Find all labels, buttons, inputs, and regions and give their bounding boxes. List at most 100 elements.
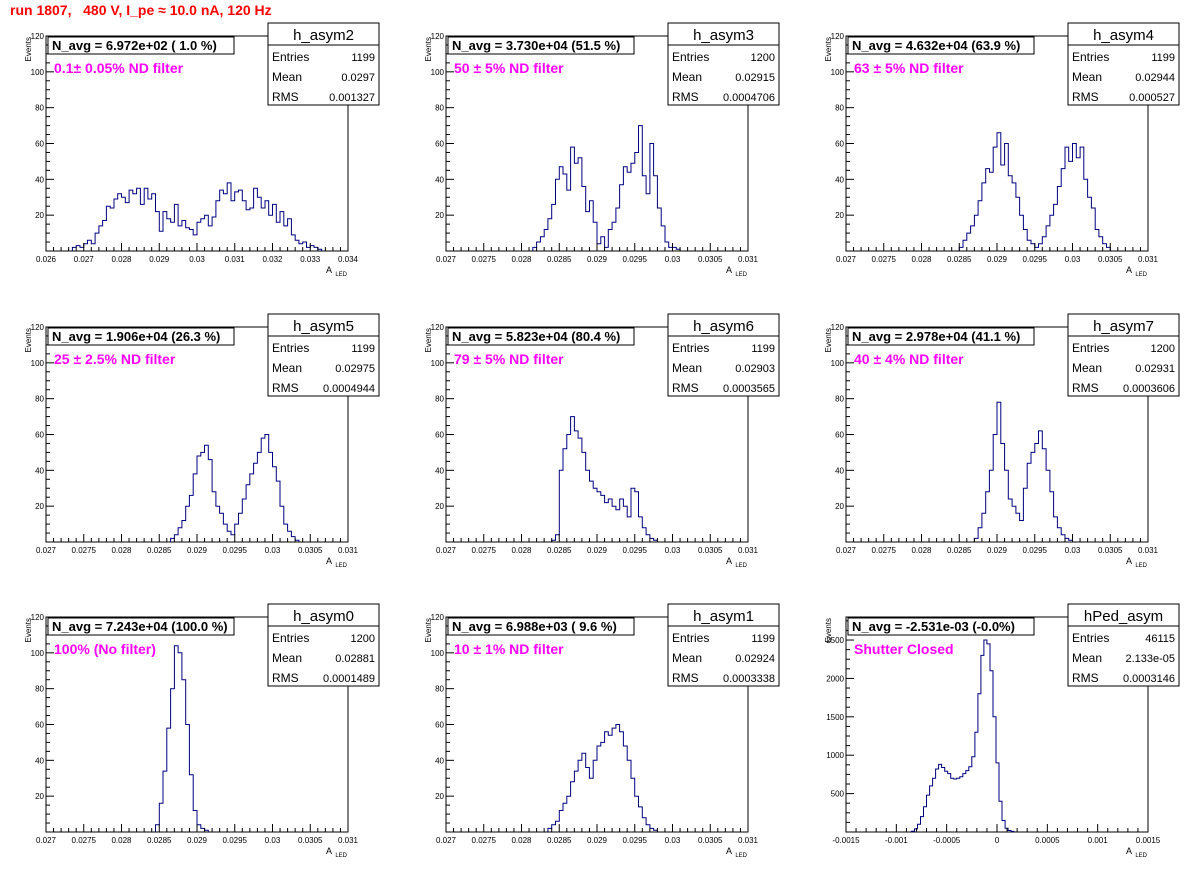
x-axis-label-sub: LED [735, 853, 747, 859]
y-tick-label: 60 [435, 140, 444, 149]
stats-value-rms: 0.0003146 [1123, 673, 1175, 685]
x-tick-label: 0.0295 [623, 546, 648, 555]
y-tick-label: 40 [35, 175, 44, 184]
x-tick-label: 0.031 [1138, 255, 1159, 264]
stats-value-mean: 0.0297 [341, 72, 375, 84]
y-tick-label: 80 [435, 104, 444, 113]
stats-label-mean: Mean [1072, 70, 1102, 84]
y-tick-label: 40 [35, 466, 44, 475]
y-tick-label: 40 [435, 175, 444, 184]
stats-value-rms: 0.0003606 [1123, 383, 1175, 395]
x-tick-label: 0.034 [338, 255, 359, 264]
stats-value-rms: 0.0001489 [323, 673, 375, 685]
y-tick-label: 80 [435, 395, 444, 404]
y-tick-label: 80 [435, 685, 444, 694]
y-tick-label: 100 [31, 68, 45, 77]
navg-box [847, 617, 1035, 636]
x-tick-label: 0.029 [587, 255, 608, 264]
filter-note: 79 ± 5% ND filter [454, 351, 564, 367]
y-tick-label: 100 [831, 359, 845, 368]
y-tick-label: 2000 [826, 674, 844, 683]
x-tick-label: 0.027 [836, 255, 857, 264]
y-tick-label: 120 [31, 323, 45, 332]
x-tick-label: 0.031 [738, 546, 759, 555]
x-tick-label: 0.0305 [1098, 546, 1123, 555]
stats-box [1067, 22, 1180, 106]
x-tick-label: 0.033 [300, 255, 321, 264]
panel-h_asym3: 0.027 0.0275 0.028 0.0285 0.029 0.0295 0.03 0.0… [424, 22, 780, 278]
y-tick-label: 60 [35, 431, 44, 440]
x-tick-label: 0.028 [111, 546, 132, 555]
x-tick-label: -0.001 [885, 836, 908, 845]
x-tick-label: -0.0015 [832, 836, 860, 845]
stats-value-entries: 1199 [1151, 52, 1175, 64]
x-tick-label: 0.032 [262, 255, 283, 264]
stats-value-rms: 0.001327 [329, 92, 375, 104]
stats-label-entries: Entries [272, 50, 309, 64]
x-axis-label: A [726, 846, 732, 856]
stats-value-entries: 1200 [351, 633, 375, 645]
navg-text: N_avg = 6.972e+02 ( 1.0 %) [52, 38, 217, 53]
histogram-line [958, 132, 1111, 251]
x-tick-label: 0.027 [436, 836, 457, 845]
y-tick-label: 500 [831, 790, 845, 799]
x-tick-label: 0.029 [149, 255, 170, 264]
x-tick-label: 0.03 [1065, 255, 1081, 264]
x-axis-label: A [1126, 556, 1132, 566]
x-axis-label: A [1126, 846, 1132, 856]
x-tick-label: 0.027 [36, 836, 57, 845]
navg-text: N_avg = 6.988e+03 ( 9.6 %) [452, 619, 617, 634]
x-tick-label: 0.031 [225, 255, 246, 264]
stats-label-rms: RMS [1072, 381, 1099, 395]
y-tick-label: 120 [431, 32, 445, 41]
y-tick-label: 20 [35, 211, 44, 220]
x-tick-label: 0.027 [36, 546, 57, 555]
stats-title: h_asym0 [293, 608, 354, 625]
x-axis-label: A [326, 556, 332, 566]
y-axis-label: Events [824, 618, 833, 642]
x-tick-label: 0.028 [111, 836, 132, 845]
histogram-line [973, 401, 1073, 542]
stats-value-mean: 0.02881 [335, 653, 375, 665]
x-tick-label: 0.001 [1088, 836, 1109, 845]
panel-h_asym1: 0.027 0.0275 0.028 0.0285 0.029 0.0295 0.03 0.0… [424, 603, 780, 859]
x-axis-label: A [726, 556, 732, 566]
x-tick-label: 0.0005 [1035, 836, 1060, 845]
x-tick-label: 0.0285 [947, 546, 972, 555]
stats-label-entries: Entries [672, 631, 709, 645]
y-tick-label: 60 [35, 140, 44, 149]
y-tick-label: 100 [431, 649, 445, 658]
stats-title: hPed_asym [1084, 608, 1163, 625]
stats-value-mean: 0.02975 [335, 363, 375, 375]
x-axis-label-sub: LED [735, 272, 747, 278]
y-axis-label: Events [24, 37, 33, 61]
y-tick-label: 20 [835, 211, 844, 220]
stats-value-rms: 0.000527 [1129, 92, 1175, 104]
x-tick-label: 0.0305 [298, 836, 323, 845]
x-tick-label: 0 [995, 836, 1000, 845]
stats-label-mean: Mean [272, 361, 302, 375]
stats-value-entries: 1199 [351, 343, 375, 355]
y-tick-label: 100 [31, 359, 45, 368]
x-tick-label: 0.027 [74, 255, 95, 264]
x-tick-label: 0.0275 [872, 546, 897, 555]
stats-value-mean: 2.133e-05 [1125, 653, 1175, 665]
navg-text: N_avg = 1.906e+04 (26.3 %) [52, 329, 220, 344]
y-tick-label: 20 [835, 502, 844, 511]
x-tick-label: 0.031 [738, 255, 759, 264]
navg-box [47, 36, 235, 55]
x-tick-label: 0.0275 [72, 546, 97, 555]
x-axis-label: A [326, 265, 332, 275]
navg-text: N_avg = -2.531e-03 (-0.0%) [852, 619, 1015, 634]
x-tick-label: 0.0285 [147, 836, 172, 845]
x-axis-label-sub: LED [1135, 272, 1147, 278]
stats-value-mean: 0.02924 [735, 653, 775, 665]
y-tick-label: 20 [35, 792, 44, 801]
x-tick-label: 0.028 [911, 255, 932, 264]
stats-label-entries: Entries [672, 341, 709, 355]
navg-box [47, 327, 235, 346]
stats-label-mean: Mean [672, 361, 702, 375]
navg-text: N_avg = 5.823e+04 (80.4 %) [452, 329, 620, 344]
y-tick-label: 40 [835, 175, 844, 184]
x-tick-label: 0.0275 [472, 255, 497, 264]
